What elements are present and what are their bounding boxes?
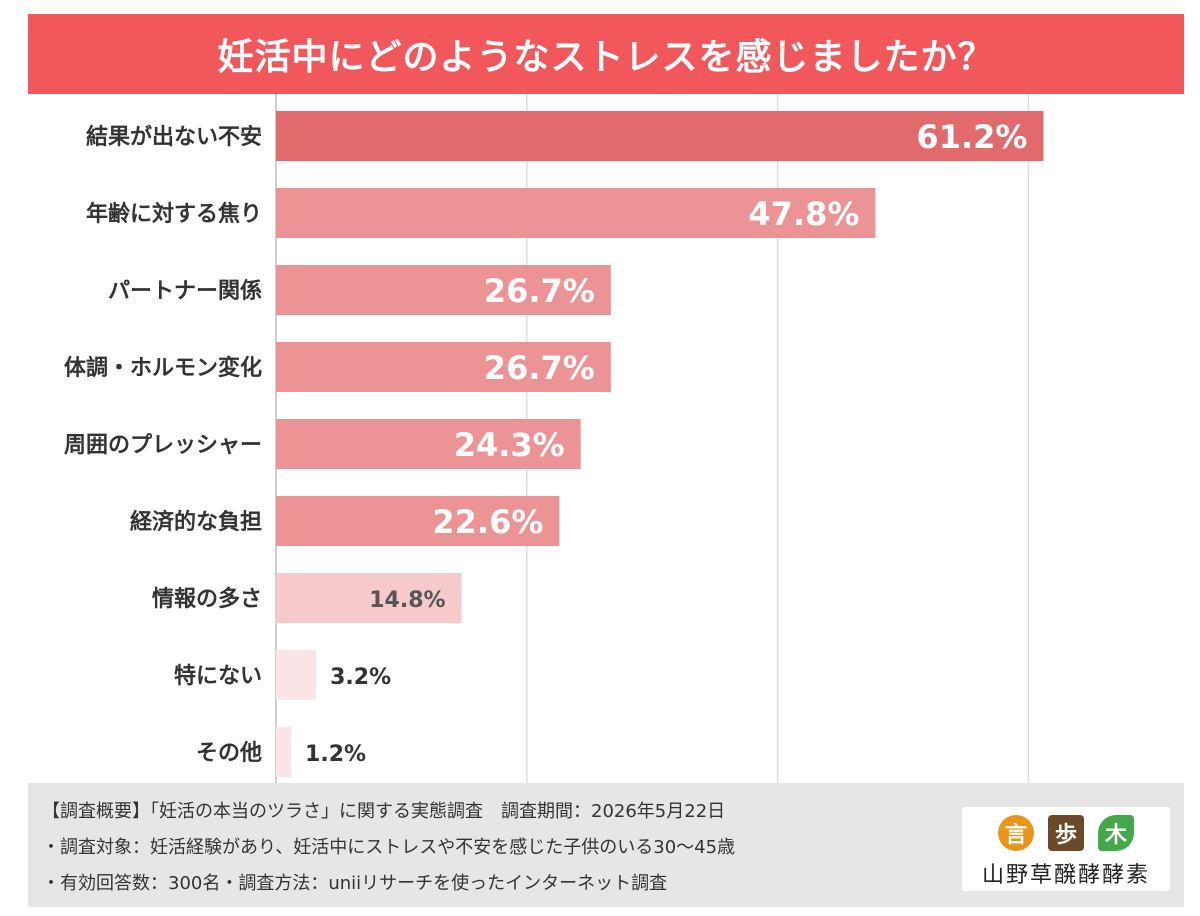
data-label: 26.7% (484, 349, 595, 387)
bar-chart: 結果が出ない不安 61.2% 年齢に対する焦り 47.8% パートナー関係 26.7% 体調… (64, 94, 1044, 783)
category-label: 情報の多さ (152, 586, 262, 612)
category-label: 結果が出ない不安 (86, 124, 262, 150)
bar (276, 496, 560, 546)
category-label: 体調・ホルモン変化 (64, 355, 262, 381)
bar (276, 111, 1044, 161)
title-bar: 妊活中にどのようなストレスを感じましたか？ (28, 14, 1184, 94)
category-label: パートナー関係 (108, 279, 262, 304)
bar (276, 419, 581, 469)
data-label: 26.7% (484, 272, 595, 310)
logo-name: 山野草醗酵酵素 (981, 863, 1150, 888)
bar (276, 265, 611, 315)
category-label: その他 (196, 741, 262, 766)
data-label: 3.2% (330, 665, 391, 690)
logo-mark-icon: 歩 (1048, 815, 1084, 851)
data-label: 47.8% (748, 195, 859, 233)
data-label: 1.2% (305, 742, 366, 767)
bar (276, 188, 876, 238)
category-label: 特にない (174, 663, 262, 689)
logo-mark-icon: 木 (1098, 815, 1134, 851)
category-label: 周囲のプレッシャー (64, 433, 262, 458)
bar (276, 573, 462, 623)
survey-overview: 【調査概要】「妊活の本当のツラさ」に関する実態調査 調査期間：2026年5月22… (42, 801, 726, 822)
survey-method: ・有効回答数：300名・調査方法：uniiリサーチを使ったインターネット調査 (42, 873, 668, 894)
data-label: 61.2% (916, 118, 1027, 156)
survey-target: ・調査対象：妊活経験があり、妊活中にストレスや不安を感じた子供のいる30〜45歳 (42, 837, 736, 858)
brand-logo: 言 歩 木 山野草醗酵酵素 (962, 807, 1170, 891)
data-label: 24.3% (454, 426, 565, 464)
survey-footer: 【調査概要】「妊活の本当のツラさ」に関する実態調査 調査期間：2026年5月22… (28, 783, 1184, 907)
bar (276, 727, 292, 777)
logo-mark-icon: 言 (998, 815, 1034, 851)
bar (276, 342, 611, 392)
bar (276, 650, 317, 700)
data-label: 22.6% (432, 503, 543, 541)
category-label: 年齢に対する焦り (86, 201, 262, 227)
category-label: 経済的な負担 (130, 509, 262, 535)
data-label: 14.8% (369, 588, 445, 613)
chart-title: 妊活中にどのようなストレスを感じましたか？ (217, 37, 995, 78)
